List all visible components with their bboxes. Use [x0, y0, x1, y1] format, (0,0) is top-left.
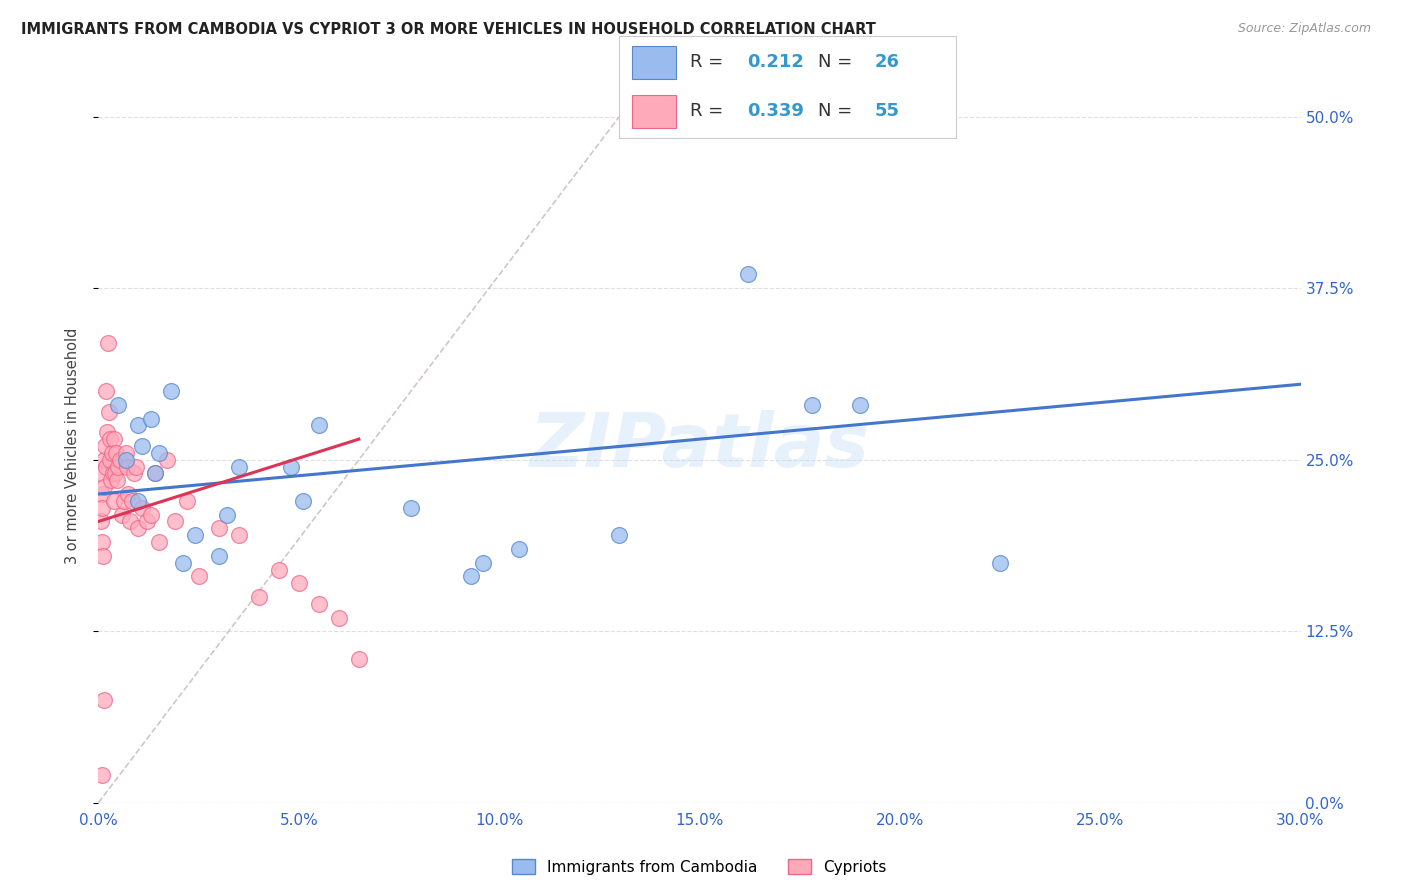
Text: 0.212: 0.212 — [747, 53, 804, 70]
Bar — [633, 95, 676, 128]
Point — [228, 459, 250, 474]
Point — [115, 452, 138, 467]
Point — [308, 597, 330, 611]
Point — [172, 556, 194, 570]
Point — [105, 473, 128, 487]
Text: R =: R = — [689, 53, 728, 70]
Point — [460, 569, 482, 583]
Y-axis label: 3 or more Vehicles in Household: 3 or more Vehicles in Household — [65, 328, 80, 564]
Point — [101, 446, 124, 460]
Point — [163, 515, 186, 529]
Point — [91, 549, 114, 563]
Point — [111, 508, 134, 522]
Point — [104, 467, 127, 481]
Point — [98, 405, 121, 419]
Point — [148, 535, 170, 549]
Point — [208, 521, 231, 535]
Point — [105, 446, 128, 460]
Point — [110, 452, 132, 467]
Point — [308, 418, 330, 433]
Point — [280, 459, 302, 474]
Point — [103, 494, 125, 508]
Point — [93, 480, 115, 494]
Point — [128, 418, 150, 433]
Point — [139, 411, 162, 425]
Point — [131, 439, 153, 453]
Point — [120, 515, 142, 529]
Point — [107, 398, 129, 412]
Point — [143, 467, 166, 481]
Point — [139, 508, 162, 522]
Point — [143, 467, 166, 481]
Point — [100, 473, 122, 487]
Point — [100, 452, 122, 467]
Point — [609, 528, 631, 542]
Text: IMMIGRANTS FROM CAMBODIA VS CYPRIOT 3 OR MORE VEHICLES IN HOUSEHOLD CORRELATION : IMMIGRANTS FROM CAMBODIA VS CYPRIOT 3 OR… — [21, 22, 876, 37]
Point — [121, 494, 143, 508]
Point — [96, 384, 118, 398]
Text: ZIPatlas: ZIPatlas — [530, 409, 869, 483]
Point — [97, 336, 120, 351]
Point — [176, 494, 198, 508]
Point — [228, 528, 250, 542]
Point — [800, 398, 823, 412]
Text: Source: ZipAtlas.com: Source: ZipAtlas.com — [1237, 22, 1371, 36]
Point — [96, 425, 118, 440]
Point — [90, 768, 112, 782]
Bar — [633, 45, 676, 78]
Point — [91, 500, 114, 515]
Point — [737, 268, 759, 282]
Point — [183, 528, 205, 542]
Point — [114, 446, 136, 460]
Point — [93, 693, 115, 707]
Point — [159, 384, 181, 398]
Text: 26: 26 — [875, 53, 900, 70]
Text: N =: N = — [818, 53, 858, 70]
Point — [288, 576, 311, 591]
Text: R =: R = — [689, 102, 728, 120]
Point — [117, 487, 139, 501]
Point — [291, 494, 314, 508]
Text: 55: 55 — [875, 102, 900, 120]
Point — [399, 500, 422, 515]
Point — [114, 494, 136, 508]
Point — [91, 487, 114, 501]
Point — [103, 467, 125, 481]
Point — [94, 439, 117, 453]
Point — [90, 535, 112, 549]
Text: 0.339: 0.339 — [747, 102, 804, 120]
Point — [98, 432, 121, 446]
Point — [103, 432, 125, 446]
Point — [128, 494, 150, 508]
Point — [208, 549, 231, 563]
Legend: Immigrants from Cambodia, Cypriots: Immigrants from Cambodia, Cypriots — [506, 853, 893, 880]
Point — [107, 459, 129, 474]
Point — [472, 556, 495, 570]
Point — [155, 452, 177, 467]
Point — [90, 515, 112, 529]
Point — [135, 515, 157, 529]
Point — [117, 459, 139, 474]
Point — [347, 651, 370, 665]
Point — [328, 610, 350, 624]
Point — [89, 467, 111, 481]
Point — [125, 459, 148, 474]
Point — [148, 446, 170, 460]
Text: N =: N = — [818, 102, 858, 120]
Point — [124, 467, 146, 481]
Point — [94, 459, 117, 474]
Point — [988, 556, 1011, 570]
Point — [247, 590, 270, 604]
Point — [131, 500, 153, 515]
Point — [128, 521, 150, 535]
Point — [187, 569, 209, 583]
Point — [215, 508, 238, 522]
Point — [267, 562, 290, 576]
Point — [508, 541, 530, 556]
Point — [849, 398, 872, 412]
Point — [93, 452, 115, 467]
